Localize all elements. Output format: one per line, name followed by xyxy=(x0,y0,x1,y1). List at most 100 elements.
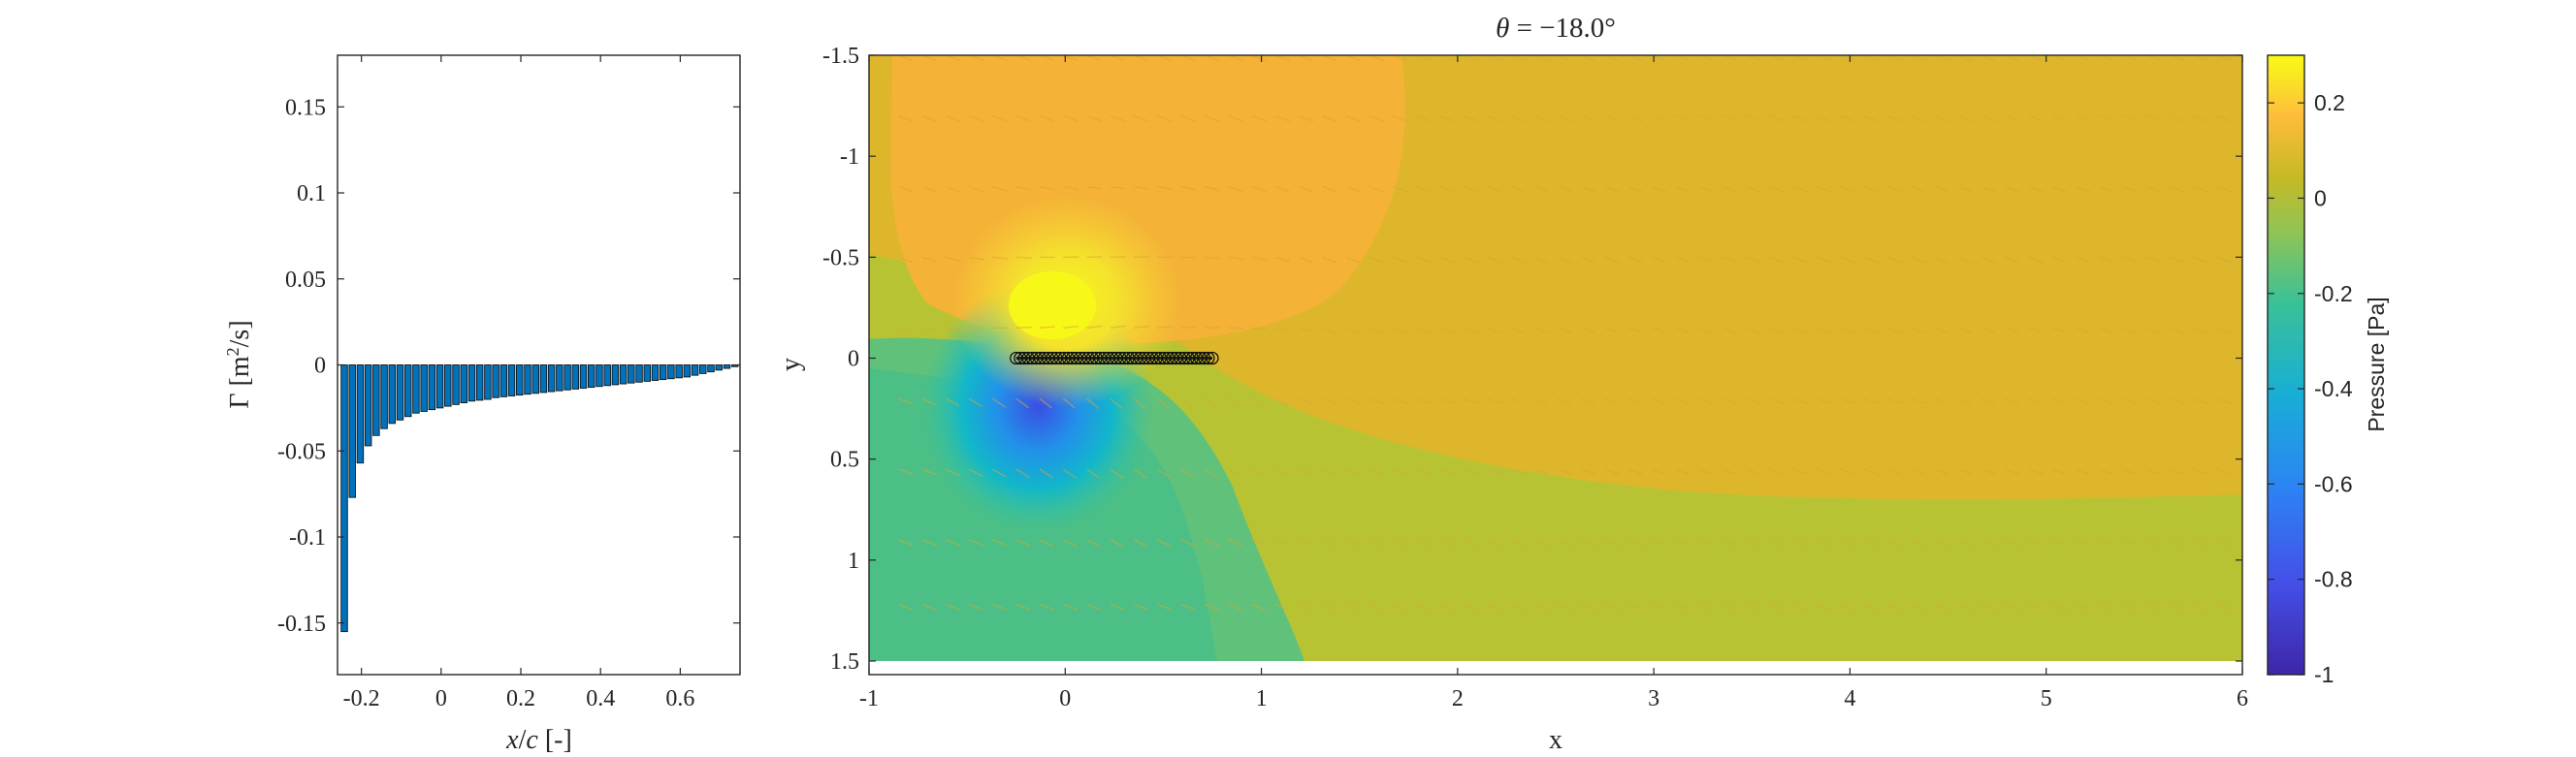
velocity-arrow xyxy=(2075,256,2091,264)
velocity-arrow xyxy=(1227,397,1241,408)
right-x-tick-label: 4 xyxy=(1844,686,1855,711)
velocity-arrow xyxy=(1698,468,1714,476)
bottom-velocity-arrow xyxy=(1585,664,1598,673)
bottom-velocity-arrow xyxy=(1272,664,1285,673)
velocity-arrow xyxy=(2075,185,2091,193)
velocity-arrow xyxy=(1533,114,1550,122)
left-x-tick-label: 0 xyxy=(435,686,447,711)
colorbar-tick-label: -0.2 xyxy=(2314,281,2353,306)
bottom-velocity-arrow xyxy=(1448,664,1462,673)
velocity-arrow xyxy=(2216,539,2232,547)
velocity-arrow xyxy=(1133,468,1147,479)
velocity-arrow xyxy=(1886,327,1903,334)
velocity-arrow xyxy=(1368,539,1385,547)
velocity-arrow xyxy=(1840,468,1855,476)
velocity-arrow xyxy=(2216,114,2232,122)
velocity-arrow xyxy=(2028,397,2044,405)
circulation-bar xyxy=(444,364,452,407)
velocity-arrow xyxy=(1439,114,1455,122)
velocity-arrow xyxy=(1133,397,1146,409)
velocity-arrow xyxy=(898,55,914,62)
velocity-arrow xyxy=(1134,325,1150,329)
velocity-arrow xyxy=(1627,539,1644,547)
velocity-arrow xyxy=(1910,327,1926,334)
bottom-velocity-arrow xyxy=(1350,664,1364,673)
velocity-arrow xyxy=(2216,327,2232,334)
circulation-bar xyxy=(364,364,372,447)
velocity-arrow xyxy=(2099,468,2114,476)
velocity-arrow xyxy=(2122,539,2138,547)
velocity-arrow xyxy=(1910,397,1926,405)
bottom-velocity-arrow xyxy=(1918,664,1932,673)
velocity-arrow xyxy=(1345,604,1361,611)
velocity-arrow xyxy=(1298,185,1314,193)
bottom-velocity-arrow xyxy=(898,664,912,673)
velocity-arrow xyxy=(1133,604,1149,611)
velocity-arrow xyxy=(1910,539,1926,547)
velocity-arrow xyxy=(1533,327,1550,334)
velocity-arrow xyxy=(1227,114,1243,122)
velocity-arrow xyxy=(945,539,961,547)
bottom-velocity-arrow xyxy=(1095,664,1109,673)
velocity-arrow xyxy=(2122,604,2138,611)
velocity-arrow xyxy=(992,256,1009,260)
velocity-arrow xyxy=(1416,185,1432,193)
right-x-tick-label: 1 xyxy=(1256,686,1268,711)
velocity-arrow xyxy=(1957,55,1973,62)
velocity-arrow xyxy=(2051,327,2068,334)
velocity-arrow xyxy=(968,397,983,408)
velocity-arrow xyxy=(1533,539,1550,547)
velocity-arrow xyxy=(945,327,961,331)
velocity-arrow xyxy=(1722,397,1738,405)
velocity-arrow xyxy=(1274,256,1291,263)
bottom-velocity-arrow xyxy=(1958,664,1972,673)
velocity-arrow xyxy=(1698,397,1714,405)
velocity-arrow xyxy=(1980,327,1997,334)
velocity-arrow xyxy=(2099,539,2114,547)
velocity-arrow xyxy=(1581,397,1596,405)
velocity-arrow xyxy=(1675,468,1690,476)
circulation-bar xyxy=(651,364,660,381)
velocity-arrow xyxy=(1227,604,1243,611)
bottom-velocity-arrow xyxy=(1369,664,1383,673)
circulation-bar xyxy=(619,364,628,385)
velocity-arrow xyxy=(1228,327,1244,330)
circulation-bar xyxy=(412,364,420,414)
velocity-arrow xyxy=(921,55,937,62)
velocity-arrow xyxy=(968,604,984,611)
velocity-arrow xyxy=(1910,114,1926,122)
left-y-tick-label: 0.1 xyxy=(297,181,326,206)
bottom-velocity-arrow xyxy=(1880,664,1893,673)
bottom-velocity-arrow xyxy=(1997,664,2011,673)
velocity-arrow xyxy=(992,55,1008,62)
velocity-arrow xyxy=(945,604,961,611)
circulation-bar xyxy=(396,364,404,421)
velocity-arrow xyxy=(2075,397,2091,405)
velocity-arrow xyxy=(2122,55,2138,62)
velocity-arrow xyxy=(2145,604,2162,611)
field-bottom-strip xyxy=(869,661,2242,675)
velocity-arrow xyxy=(2216,185,2232,193)
velocity-arrow xyxy=(1840,256,1855,264)
velocity-arrow xyxy=(1463,55,1479,62)
velocity-arrow xyxy=(1675,327,1690,334)
circulation-bar xyxy=(340,364,348,633)
left-y-tick-label: -0.1 xyxy=(289,525,326,551)
colorbar-tick-label: -0.4 xyxy=(2314,376,2353,401)
pressure-field-plot: -1 0 1 2 3 4 5 6 -1.5 -1 -0.5 0 0.5 1 1.5 θ = −18.0° x… xyxy=(776,13,2248,755)
velocity-arrow xyxy=(1157,539,1173,548)
velocity-arrow xyxy=(1627,55,1644,62)
velocity-arrow xyxy=(2169,114,2185,122)
velocity-arrow xyxy=(1322,604,1337,611)
velocity-arrow xyxy=(1863,256,1879,264)
velocity-arrow xyxy=(1769,327,1785,334)
bottom-velocity-arrow xyxy=(1408,664,1422,673)
bottom-velocity-arrow xyxy=(1114,664,1128,673)
bottom-velocity-arrow xyxy=(1527,664,1540,673)
velocity-arrow xyxy=(1957,185,1973,193)
velocity-arrow xyxy=(1157,185,1174,191)
velocity-arrow xyxy=(1039,397,1053,409)
velocity-arrow xyxy=(2028,604,2044,611)
velocity-arrow xyxy=(1439,256,1455,264)
